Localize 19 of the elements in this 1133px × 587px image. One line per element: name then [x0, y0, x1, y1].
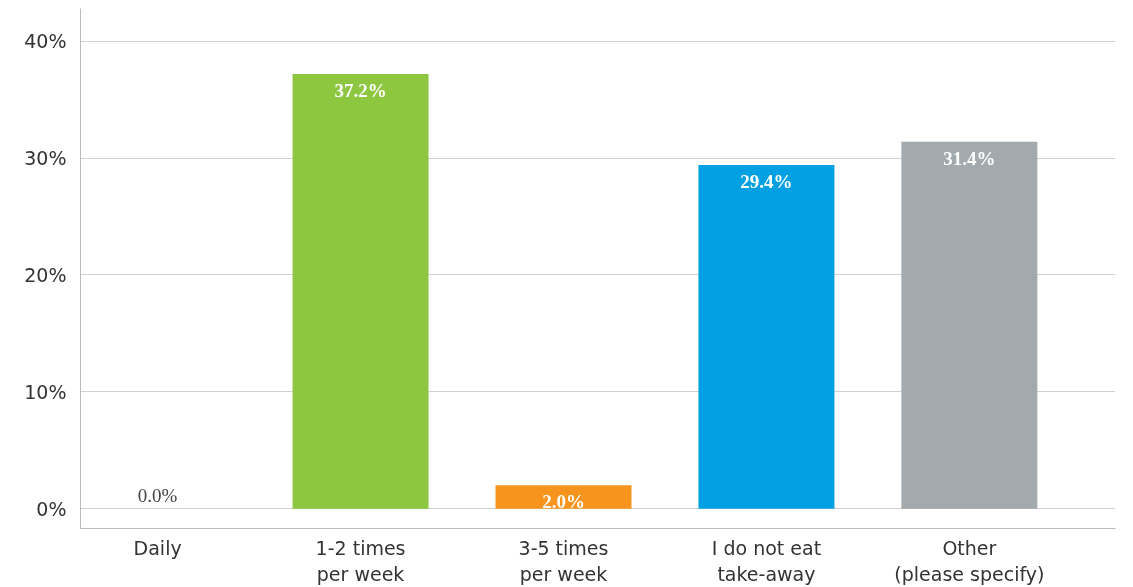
x-tick-label: Other (please specify): [894, 536, 1045, 585]
data-label: 0.0%: [137, 484, 178, 506]
y-tick-label: 10%: [24, 380, 67, 403]
x-tick-label: 1-2 times per week: [315, 536, 406, 585]
data-label: 29.4%: [740, 171, 793, 193]
y-tick-label: 30%: [24, 147, 67, 170]
data-label: 31.4%: [943, 147, 996, 169]
y-tick-label: 40%: [24, 30, 67, 53]
y-tick-label: 0%: [36, 497, 67, 520]
y-tick-label: 20%: [24, 263, 67, 286]
bar: [698, 165, 835, 509]
data-label: 37.2%: [334, 79, 387, 101]
bar: [292, 73, 429, 509]
data-label: 2.0%: [542, 491, 585, 513]
x-tick-label: Daily: [133, 536, 182, 559]
x-tick-label: 3-5 times per week: [518, 536, 609, 585]
bar: [495, 485, 632, 509]
x-tick-label: I do not eat take-away: [711, 536, 822, 585]
bar: [901, 141, 1038, 509]
